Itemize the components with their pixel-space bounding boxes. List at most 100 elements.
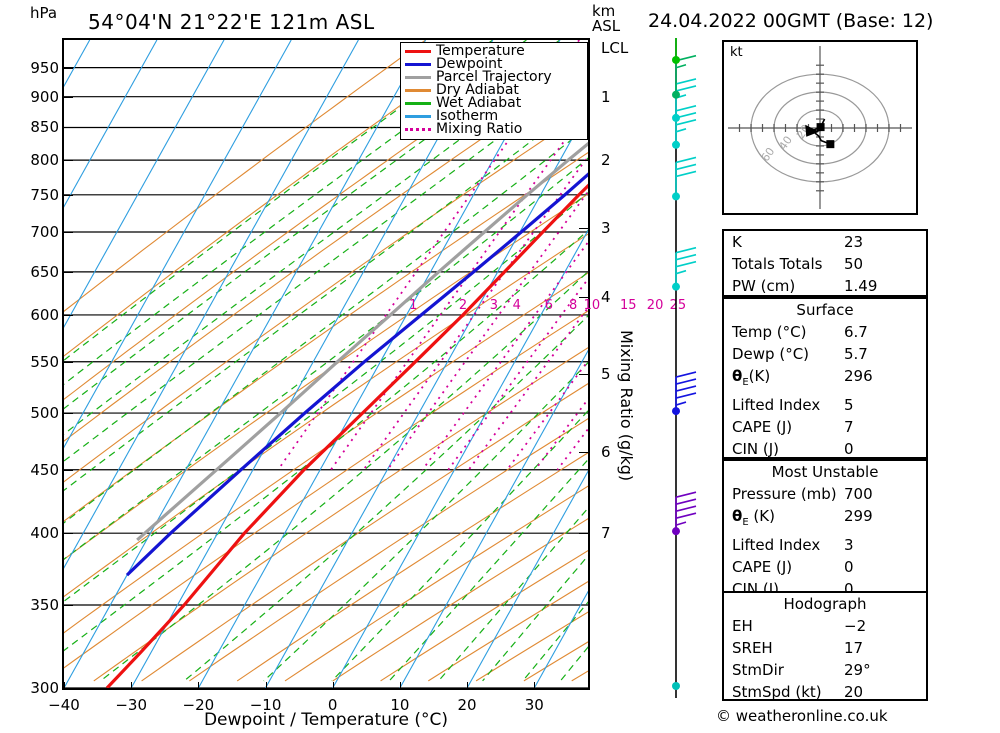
pressure-tick-label: 450 <box>30 460 59 479</box>
temperature-tick-label: −40 <box>48 696 80 714</box>
pressure-tick-label: 400 <box>30 524 59 543</box>
legend-swatch-icon <box>405 50 431 53</box>
row-key: θE(K) <box>732 367 771 388</box>
legend-swatch-icon <box>405 102 431 105</box>
most-unstable-parcel-panel: Most Unstable Pressure (mb) 700 θE (K) 299 Li… <box>722 459 928 599</box>
legend-item-isotherm[interactable]: Isotherm <box>405 109 583 123</box>
row-value: 0 <box>844 580 854 598</box>
wind-barb <box>672 682 680 690</box>
hodograph-stats-panel: Hodograph EH −2 SREH 17 StmDir 29° StmSpd (kt) 2… <box>722 591 928 701</box>
pressure-tick <box>64 271 73 273</box>
row-key: Lifted Index <box>732 396 821 414</box>
most-unstable-title: Most Unstable <box>771 463 879 481</box>
pressure-tick-label: 800 <box>30 151 59 170</box>
stability-index-row: PW (cm) 1.49 <box>724 275 926 297</box>
hodograph-ring-label: 60 <box>759 145 778 164</box>
mixing-ratio-label: 6 <box>544 297 554 313</box>
row-value: 6.7 <box>844 323 868 341</box>
row-key: Temp (°C) <box>732 323 807 341</box>
row-value: 296 <box>844 367 873 385</box>
hodograph-stat-row: StmSpd (kt) 20 <box>724 681 926 703</box>
temperature-tick-label: 30 <box>524 696 544 714</box>
legend-label: Wet Adiabat <box>436 95 522 111</box>
surface-row: Dewp (°C) 5.7 <box>724 343 926 365</box>
temperature-tick-label: 0 <box>327 696 338 714</box>
height-tick <box>579 452 588 454</box>
hodograph-stat-title: Hodograph <box>783 595 867 613</box>
row-key: Lifted Index <box>732 536 821 554</box>
pressure-tick-label: 350 <box>30 596 59 615</box>
most-unstable-row: θE (K) 299 <box>724 505 926 534</box>
temperature-tick-label: 10 <box>390 696 410 714</box>
station-title: 54°04'N 21°22'E 121m ASL <box>88 10 375 34</box>
row-key: SREH <box>732 639 773 657</box>
row-value: 5.7 <box>844 345 868 363</box>
mixing-ratio-label: 15 <box>619 297 637 313</box>
legend: Temperature Dewpoint Parcel Trajectory Dry … <box>400 42 588 140</box>
hodograph-stat-row: EH −2 <box>724 615 926 637</box>
temperature-curve <box>105 183 588 688</box>
pressure-tick <box>64 605 73 607</box>
wind-barb-column <box>650 22 712 698</box>
wind-barb <box>672 156 697 201</box>
surface-row: θE(K) 296 <box>724 365 926 394</box>
row-key: Pressure (mb) <box>732 485 837 503</box>
row-value: 0 <box>844 440 854 458</box>
pressure-tick <box>64 469 73 471</box>
row-key: PW (cm) <box>732 277 796 295</box>
legend-swatch-icon <box>405 89 431 92</box>
most-unstable-row: Lifted Index 3 <box>724 534 926 556</box>
hodograph-stat-row: SREH 17 <box>724 637 926 659</box>
storm-motion-arrow-icon <box>805 124 820 137</box>
row-value: 29° <box>844 661 871 679</box>
legend-swatch-icon <box>405 63 431 66</box>
row-key: CAPE (J) <box>732 558 793 576</box>
legend-item-dry-adiabat[interactable]: Dry Adiabat <box>405 82 583 98</box>
legend-item-wet-adiabat[interactable]: Wet Adiabat <box>405 95 583 111</box>
temperature-tick <box>467 682 469 688</box>
height-unit-line2: ASL <box>592 17 621 35</box>
pressure-tick <box>64 96 73 98</box>
copyright-notice: © weatheronline.co.uk <box>716 707 888 725</box>
temperature-tick <box>64 682 65 688</box>
mixing-ratio-label: 2 <box>458 297 468 313</box>
parcel-trajectory-curve <box>136 141 588 542</box>
row-value: 299 <box>844 507 873 525</box>
stability-index-row: K 23 <box>724 231 926 253</box>
pressure-tick-label: 300 <box>30 679 59 697</box>
pressure-tick-label: 650 <box>30 262 59 281</box>
pressure-tick <box>64 67 73 69</box>
wind-barb <box>672 371 697 416</box>
legend-item-parcel-trajectory[interactable]: Parcel Trajectory <box>405 70 583 84</box>
temperature-tick-label: −20 <box>182 696 215 714</box>
legend-label: Temperature <box>436 43 525 59</box>
pressure-tick-label: 900 <box>30 87 59 106</box>
legend-item-mixing-ratio[interactable]: Mixing Ratio <box>405 122 583 136</box>
height-tick-label: 5 <box>601 364 611 383</box>
wind-barb <box>672 246 697 291</box>
row-key: CIN (J) <box>732 440 780 458</box>
legend-swatch-icon <box>405 115 431 118</box>
row-key: CAPE (J) <box>732 418 793 436</box>
hodograph-plot: kt 20 40 60 <box>722 40 918 215</box>
legend-item-temperature[interactable]: Temperature <box>405 43 583 59</box>
mixing-ratio-label: 8 <box>568 297 578 313</box>
height-tick-label: 2 <box>601 151 611 170</box>
legend-swatch-icon <box>405 128 431 131</box>
legend-swatch-icon <box>405 76 431 79</box>
pressure-tick-label: 950 <box>30 58 59 77</box>
legend-item-dewpoint[interactable]: Dewpoint <box>405 57 583 71</box>
surface-row: CIN (J) 0 <box>724 438 926 460</box>
row-value: 7 <box>844 418 854 436</box>
dewpoint-curve <box>125 172 588 577</box>
temperature-tick-label: 20 <box>457 696 477 714</box>
height-tick <box>579 228 588 230</box>
height-tick-label: 1 <box>601 87 611 106</box>
wind-barb-canvas <box>672 22 697 698</box>
legend-label: Dry Adiabat <box>436 82 519 98</box>
height-tick <box>579 373 588 375</box>
most-unstable-row: Pressure (mb) 700 <box>724 483 926 505</box>
skewt-plot-area: 300 350 400 450 500 550 600 650 700 750 800 850 900 9… <box>30 38 686 714</box>
row-key: θE (K) <box>732 507 775 528</box>
